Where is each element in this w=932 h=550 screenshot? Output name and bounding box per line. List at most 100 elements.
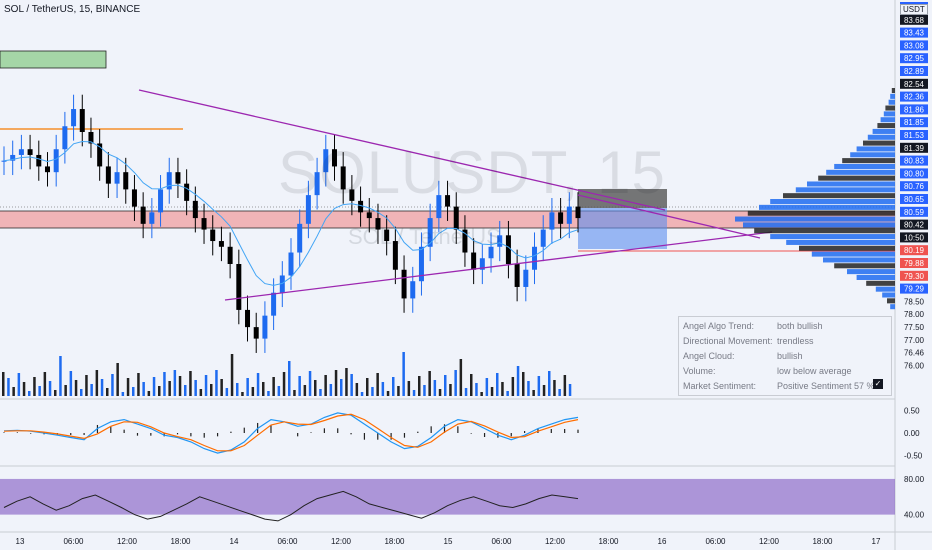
candle-body [140,206,146,224]
candle-body [245,309,251,328]
volume-bar [85,375,88,396]
volume-bar [116,363,119,396]
volume-bar [433,380,437,396]
panel-label-sentiment: Market Sentiment: [683,381,757,391]
stop-box [578,189,667,208]
volume-profile-bar [887,298,895,304]
time-axis-label: 06:00 [491,537,512,546]
candle-body [392,241,398,270]
volume-bar [537,376,541,396]
price-tag [900,14,928,25]
price-tag [900,40,928,51]
volume-bar [355,383,359,396]
price-tag [900,168,928,179]
candle-body [331,149,337,167]
volume-profile-bar [743,222,895,228]
volume-bar [293,390,296,396]
volume-bar [329,384,333,396]
price-tag [900,283,928,294]
volume-bar [428,371,431,396]
volume-bar [54,390,57,396]
candle-body [262,315,268,339]
candle-body [375,218,381,230]
volume-profile-bar [818,175,895,181]
volume-bar [59,356,62,396]
volume-bar [568,384,572,396]
candle-body [149,212,155,224]
volume-bar [236,383,239,396]
volume-bar [80,389,83,396]
volume-bar [298,376,301,396]
volume-bar [475,383,478,396]
volume-bar [28,391,31,396]
candle-body [358,200,364,213]
volume-bar [371,387,374,396]
volume-bar [319,389,322,396]
volume-profile-bar [770,234,895,240]
price-axis-label: 83.43 [904,29,925,38]
price-tag [900,91,928,102]
volume-bar [350,374,353,396]
volume-bar [33,377,36,396]
volume-profile-bar [786,239,895,245]
price-tag [900,117,928,128]
volume-bar [142,382,145,396]
price-axis-label: 76.00 [904,361,925,370]
volume-bar [548,371,551,396]
volume-profile-bar [834,163,895,169]
price-axis-label: 76.46 [904,349,925,358]
triangle-upper-line [138,89,666,211]
volume-profile-bar [863,140,895,146]
volume-bar [454,370,457,396]
volume-bar [464,388,468,396]
candle-body [192,200,198,219]
sentiment-checkbox[interactable]: ✓ [873,379,883,389]
volume-bar [308,371,312,396]
volume-bar [17,373,21,396]
volume-profile-bar [847,269,895,275]
volume-profile-bar [872,128,895,134]
price-axis-label: 78.00 [904,310,925,319]
volume-profile-bar [875,286,895,292]
panel-value-volume: low below average [777,366,852,376]
time-axis-label: 16 [658,537,667,546]
price-axis-label: 82.54 [904,80,925,89]
price-axis-label: 80.65 [904,195,925,204]
panel-value-trend: both bullish [777,321,823,331]
volume-bar [230,354,234,396]
currency-button[interactable]: USDT [900,4,928,15]
volume-bar [470,374,473,396]
candle-body [158,189,164,213]
price-axis-label: 78.50 [904,297,925,306]
candle-body [558,212,564,224]
time-axis-label: 13 [16,537,25,546]
price-axis-label: 77.50 [904,323,925,332]
price-tag [900,270,928,281]
candle-body [1,160,7,162]
volume-profile-bar [867,134,895,140]
candle-body [253,327,259,339]
volume-bar [480,392,483,396]
candle-body [323,149,329,173]
volume-bar [132,387,135,396]
volume-bar [558,389,561,396]
volume-bar [397,386,400,396]
time-axis-label: 12:00 [545,537,566,546]
volume-bar [376,373,379,396]
volume-profile-bar [885,105,895,111]
volume-bar [314,380,317,396]
time-axis-label: 12:00 [117,537,138,546]
volume-bar [48,381,52,396]
volume-bar [272,377,275,396]
volume-profile-bar [799,245,895,251]
candle-body [71,109,77,127]
rsi-axis-label: 80.00 [904,475,925,484]
volume-bar [360,392,364,396]
rsi-axis-label: 40.00 [904,511,925,520]
volume-bar [563,375,567,396]
candle-body [410,281,416,299]
info-panel: Angel Algo Trend: both bullish Direction… [678,316,892,396]
candle-body [436,195,442,219]
volume-bar [64,385,67,396]
volume-bar [251,387,255,396]
